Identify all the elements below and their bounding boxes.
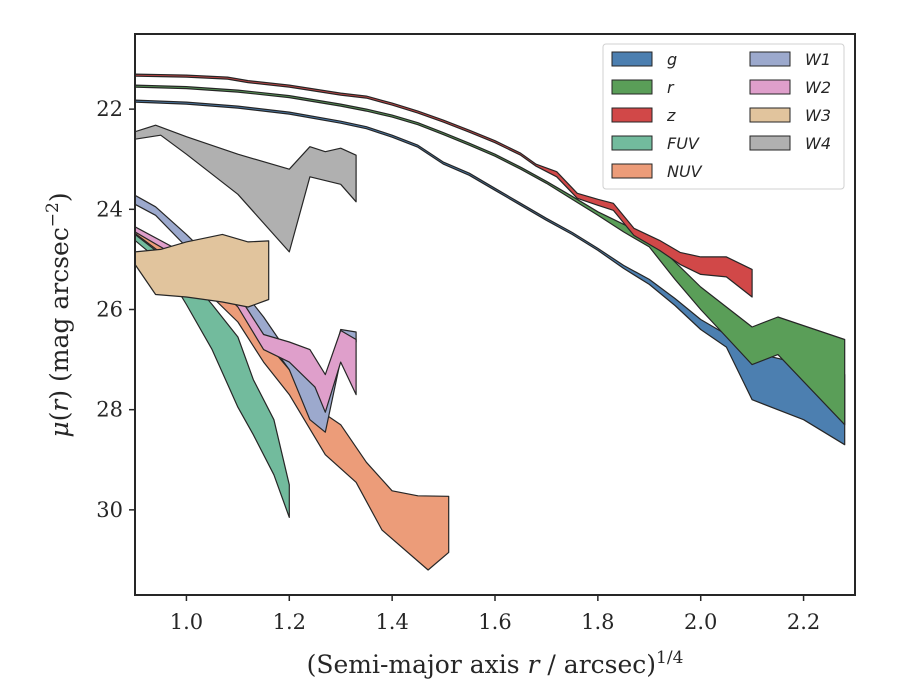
band-w4 [135, 124, 357, 253]
x-tick-label: 1.6 [478, 610, 511, 634]
y-tick-label: 28 [96, 398, 123, 422]
y-tick-label: 30 [96, 498, 123, 522]
x-axis: 1.0 1.2 1.4 1.6 1.8 2.0 2.2 [170, 595, 820, 634]
legend-label-z: z [666, 106, 676, 125]
bands-layer [135, 73, 846, 571]
x-tick-label: 2.0 [684, 610, 717, 634]
legend-label-fuv: FUV [667, 134, 700, 153]
legend-swatch-nuv [611, 163, 653, 179]
legend-label-w3: W3 [805, 106, 831, 125]
band-r [135, 84, 846, 426]
x-tick-label: 1.2 [273, 610, 306, 634]
legend-label-w1: W1 [805, 50, 831, 69]
legend-label-nuv: NUV [667, 162, 703, 181]
legend-label-r: r [667, 78, 675, 97]
legend: grz FUV NUV W1 W2 W3 W4 [602, 43, 845, 190]
legend-swatch-g [611, 51, 653, 67]
legend-label-w2: W2 [805, 78, 831, 97]
x-tick-label: 1.0 [170, 610, 203, 634]
x-tick-label: 2.2 [787, 610, 820, 634]
band-w3 [135, 233, 270, 308]
y-tick-label: 22 [96, 97, 123, 121]
y-axis-label: μ(r) (mag arcsec−2) [43, 192, 74, 437]
legend-swatch-w3 [749, 107, 791, 123]
legend-swatch-w4 [749, 135, 791, 151]
x-tick-label: 1.4 [375, 610, 408, 634]
legend-swatch-fuv [611, 135, 653, 151]
legend-label-w4: W4 [805, 134, 831, 153]
band-z [135, 73, 753, 298]
legend-swatch-w2 [749, 79, 791, 95]
legend-swatch-w1 [749, 51, 791, 67]
y-tick-label: 24 [96, 197, 123, 221]
legend-label-g: g [667, 50, 677, 69]
x-tick-label: 1.8 [581, 610, 614, 634]
legend-swatch-z [611, 107, 653, 123]
y-axis: 22 24 26 28 30 [96, 97, 135, 522]
band-g [135, 99, 846, 446]
legend-swatch-r [611, 79, 653, 95]
y-tick-label: 26 [96, 297, 123, 321]
x-axis-label: (Semi-major axis r / arcsec)1/4 [307, 648, 684, 679]
